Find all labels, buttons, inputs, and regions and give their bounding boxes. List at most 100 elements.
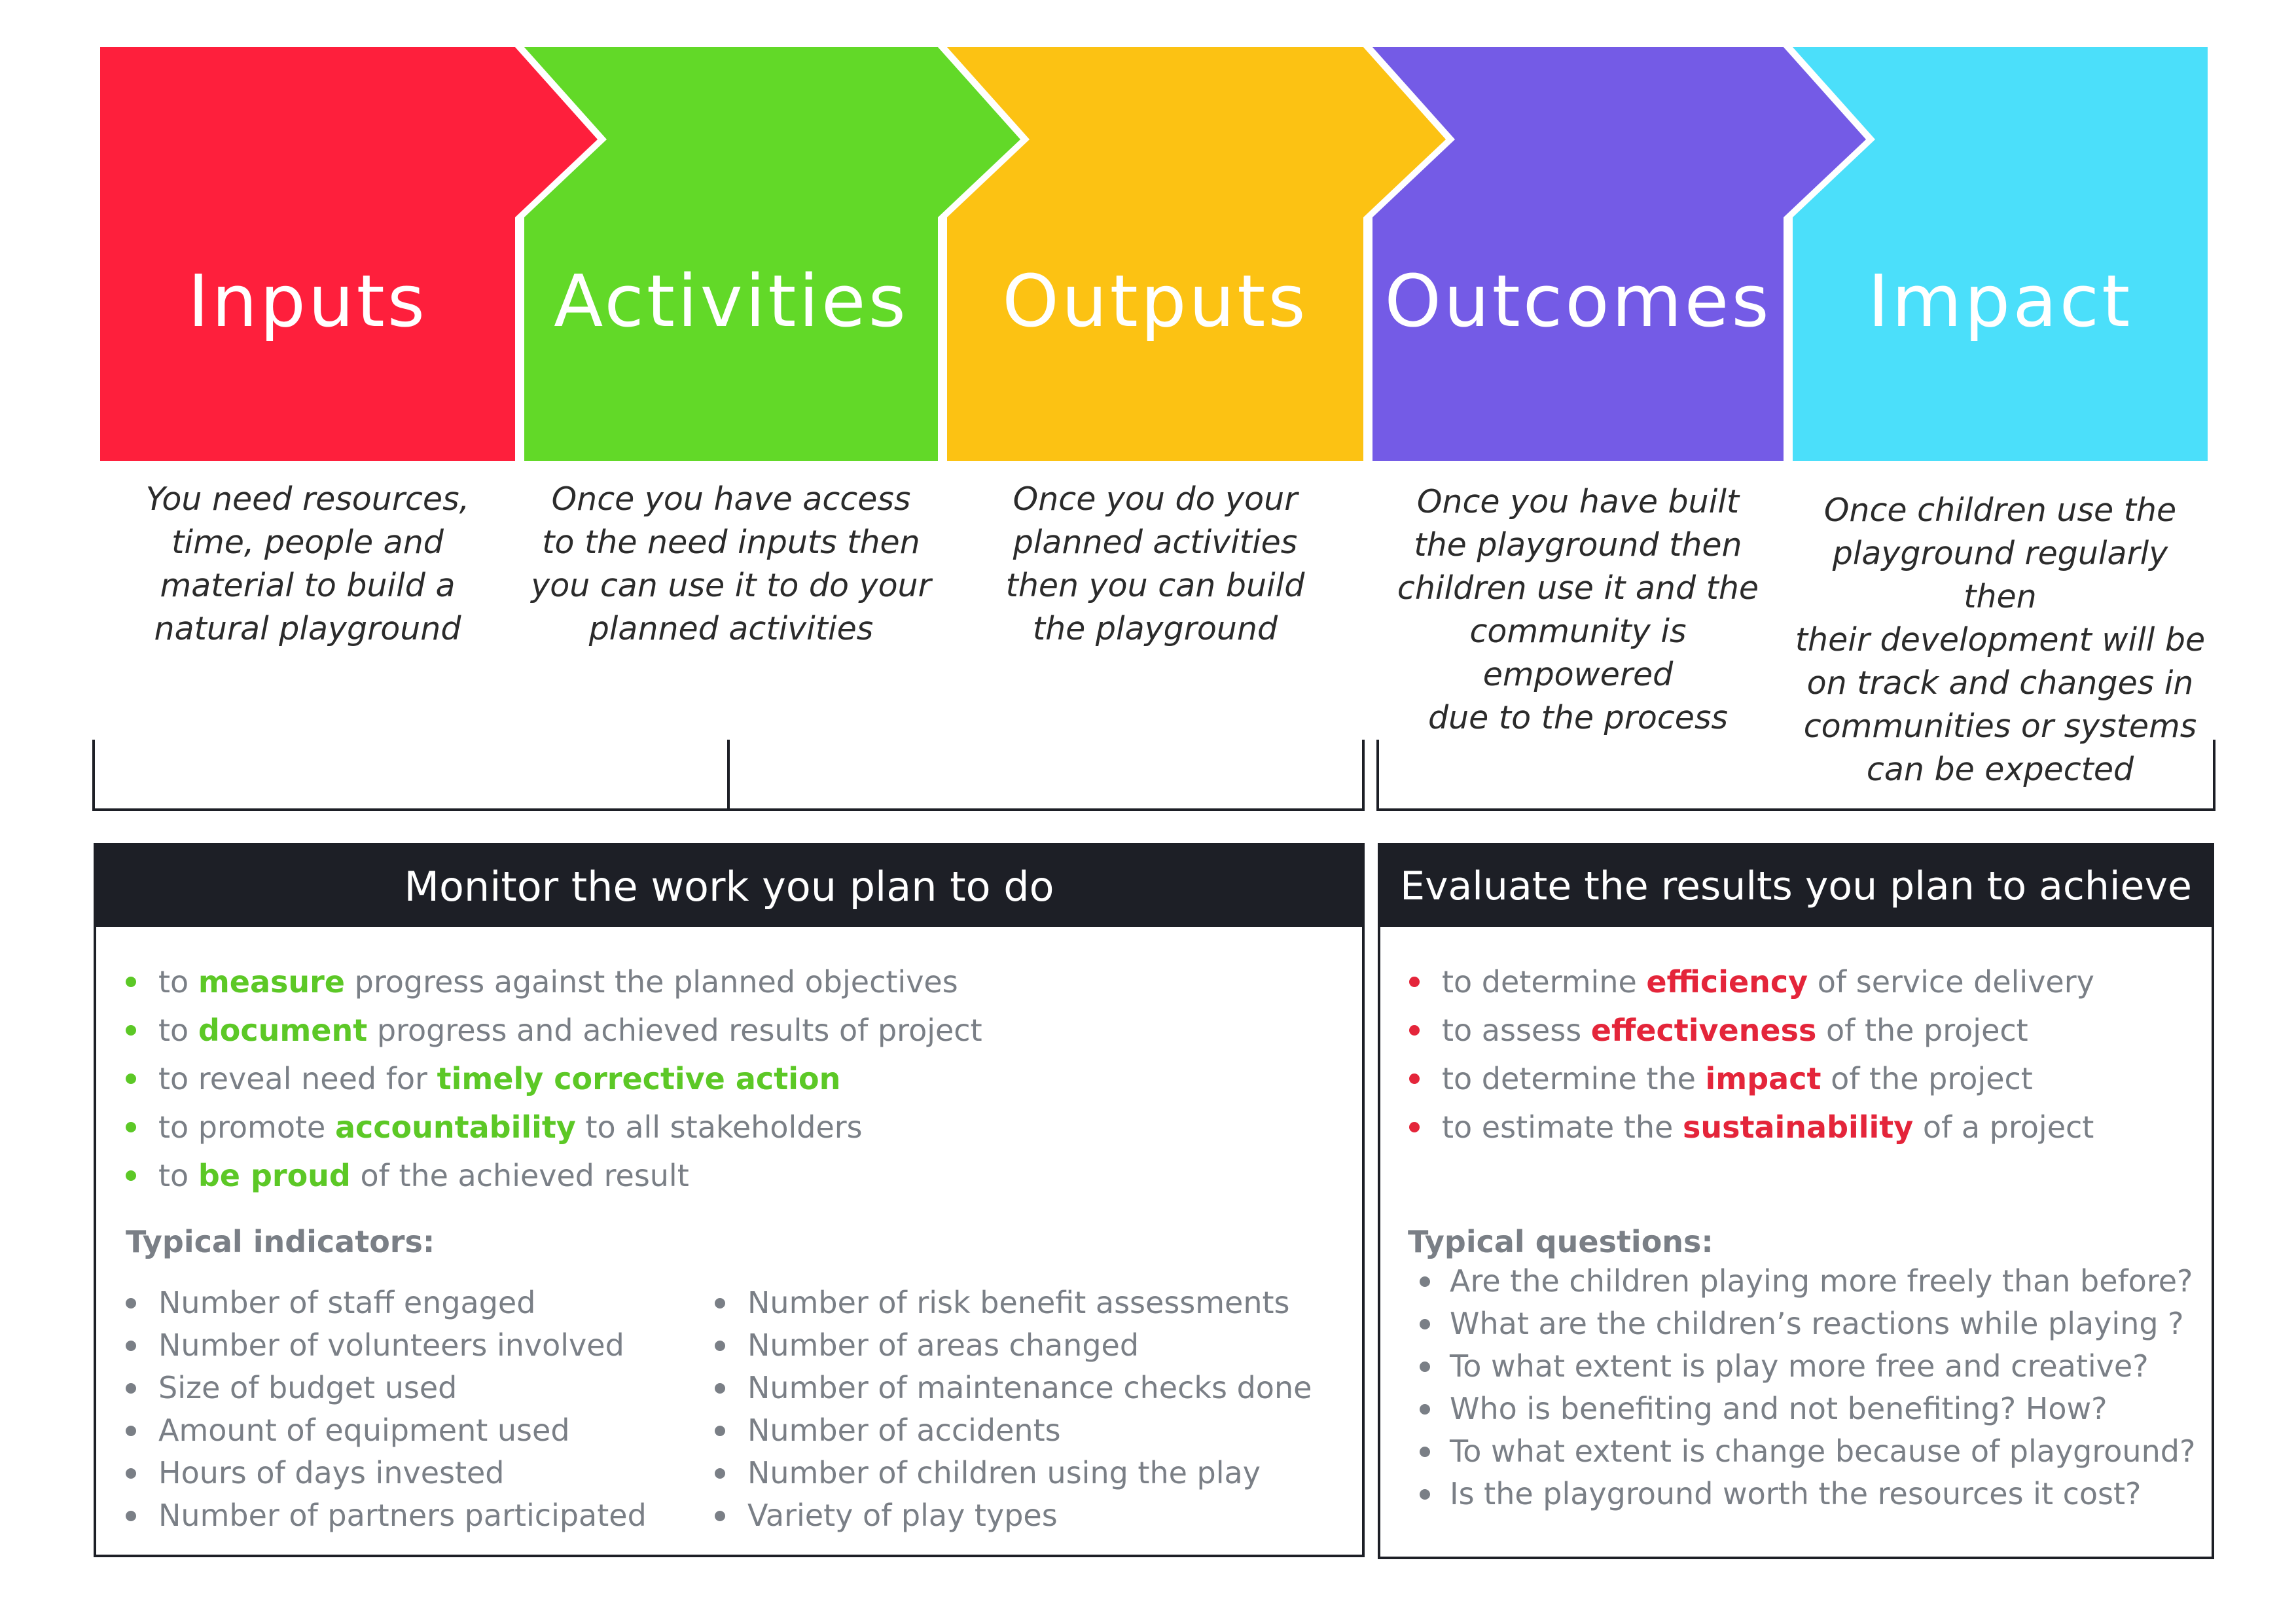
list-item: to promote accountability to all stakeho…	[126, 1103, 982, 1151]
list-item: Number of volunteers involved	[126, 1324, 647, 1367]
item-text: to all stakeholders	[575, 1110, 863, 1145]
bullet-dot	[126, 1074, 136, 1084]
item-text: What are the children’s reactions while …	[1450, 1306, 2184, 1341]
item-text: To what extent is play more free and cre…	[1450, 1348, 2149, 1384]
desc-line: children use it and the	[1397, 569, 1759, 607]
bullet-dot	[1420, 1404, 1430, 1415]
evaluate-purpose-list: to determine efficiency of service deliv…	[1409, 958, 2094, 1151]
desc-line: Once you have built	[1416, 483, 1740, 520]
desc-line: planned activities	[588, 610, 874, 647]
item-highlight: be proud	[198, 1158, 351, 1193]
list-item: to determine efficiency of service deliv…	[1409, 958, 2094, 1006]
stage-title-impact: Impact	[1867, 259, 2133, 343]
bullet-dot	[715, 1511, 725, 1521]
list-item: Is the playground worth the resources it…	[1418, 1473, 2195, 1515]
chevron-impact	[1793, 47, 2208, 461]
chevron-inputs	[100, 47, 598, 461]
indicators-heading: Typical indicators:	[126, 1224, 435, 1259]
desc-line: playground regularly then	[1832, 535, 2168, 615]
item-text: To what extent is change because of play…	[1450, 1434, 2196, 1469]
list-item: to determine the impact of the project	[1409, 1055, 2094, 1103]
item-text: Number of staff engaged	[158, 1285, 536, 1320]
item-highlight: accountability	[334, 1110, 576, 1145]
bullet-dot	[715, 1426, 725, 1436]
list-item: to assess effectiveness of the project	[1409, 1006, 2094, 1055]
list-item: to document progress and achieved result…	[126, 1006, 982, 1055]
list-item: Variety of play types	[715, 1494, 1312, 1537]
item-text: Who is benefiting and not benefiting? Ho…	[1450, 1391, 2108, 1426]
chevron-outcomes	[1372, 47, 1866, 461]
bullet-dot	[126, 1025, 136, 1036]
desc-line: community is empowered	[1469, 613, 1687, 693]
list-item: Number of maintenance checks done	[715, 1367, 1312, 1409]
item-text: Variety of play types	[747, 1498, 1058, 1533]
stage-title-outputs: Outputs	[1002, 259, 1308, 343]
stage-desc-activities: Once you have access to the need inputs …	[524, 478, 938, 651]
bullet-dot	[126, 1170, 136, 1181]
monitor-panel-title: Monitor the work you plan to do	[96, 846, 1362, 927]
item-text: to	[158, 1158, 198, 1193]
item-highlight: measure	[198, 964, 345, 1000]
item-highlight: impact	[1705, 1061, 1821, 1096]
desc-line: can be expected	[1866, 751, 2134, 788]
list-item: Number of risk benefit assessments	[715, 1282, 1312, 1324]
desc-line: their development will be	[1795, 621, 2206, 659]
item-text: to	[158, 1013, 198, 1048]
bullet-dot	[126, 1426, 136, 1436]
list-item: Hours of days invested	[126, 1452, 647, 1494]
list-item: to estimate the sustainability of a proj…	[1409, 1103, 2094, 1151]
stage-title-activities: Activities	[554, 259, 908, 343]
desc-line: then you can build	[1005, 567, 1305, 604]
list-item: to reveal need for timely corrective act…	[126, 1055, 982, 1103]
desc-line: on track and changes in	[1806, 664, 2194, 702]
list-item: Size of budget used	[126, 1367, 647, 1409]
stage-title-outcomes: Outcomes	[1384, 259, 1772, 343]
item-text: Amount of equipment used	[158, 1413, 570, 1448]
item-text: of service delivery	[1808, 964, 2094, 1000]
bullet-dot	[1420, 1489, 1430, 1500]
item-text: Number of maintenance checks done	[747, 1370, 1312, 1405]
bullet-dot	[1420, 1362, 1430, 1372]
bullet-dot	[126, 1468, 136, 1479]
chevron-outputs	[947, 47, 1446, 461]
item-text: Are the children playing more freely tha…	[1450, 1263, 2193, 1299]
bullet-dot	[126, 1383, 136, 1394]
list-item: Are the children playing more freely tha…	[1418, 1260, 2195, 1303]
list-item: Number of partners participated	[126, 1494, 647, 1537]
desc-line: the playground then	[1414, 526, 1742, 564]
list-item: Number of areas changed	[715, 1324, 1312, 1367]
bullet-dot	[126, 1122, 136, 1132]
item-highlight: sustainability	[1682, 1110, 1914, 1145]
bullet-dot	[126, 1511, 136, 1521]
monitor-panel: Monitor the work you plan to do to measu…	[94, 843, 1365, 1557]
indicators-list-left: Number of staff engaged Number of volunt…	[126, 1282, 647, 1537]
stage-desc-inputs: You need resources, time, people and mat…	[100, 478, 515, 651]
bullet-dot	[1409, 1025, 1420, 1036]
item-text: to determine	[1442, 964, 1647, 1000]
monitor-purpose-list: to measure progress against the planned …	[126, 958, 982, 1200]
stage-chevrons	[100, 47, 2208, 461]
list-item: To what extent is play more free and cre…	[1418, 1345, 2195, 1388]
bullet-dot	[1420, 1276, 1430, 1287]
desc-line: You need resources,	[145, 480, 470, 518]
indicators-list-right: Number of risk benefit assessments Numbe…	[715, 1282, 1312, 1537]
desc-line: due to the process	[1427, 699, 1728, 736]
desc-line: you can use it to do your	[531, 567, 931, 604]
evaluate-panel: Evaluate the results you plan to achieve…	[1378, 843, 2214, 1559]
bullet-dot	[126, 1341, 136, 1351]
item-text: progress and achieved results of project	[367, 1013, 982, 1048]
item-text: Number of children using the play	[747, 1455, 1261, 1490]
item-text: of the achieved result	[350, 1158, 689, 1193]
item-text: of a project	[1913, 1110, 2094, 1145]
item-text: of the project	[1816, 1013, 2028, 1048]
item-text: Number of areas changed	[747, 1327, 1139, 1363]
desc-line: Once children use the	[1823, 492, 2177, 529]
item-text: to estimate the	[1442, 1110, 1683, 1145]
item-text: to promote	[158, 1110, 335, 1145]
list-item: to measure progress against the planned …	[126, 958, 982, 1006]
item-text: Hours of days invested	[158, 1455, 505, 1490]
desc-line: Once you do your	[1013, 480, 1298, 518]
list-item: Number of accidents	[715, 1409, 1312, 1452]
item-text: progress against the planned objectives	[345, 964, 958, 1000]
